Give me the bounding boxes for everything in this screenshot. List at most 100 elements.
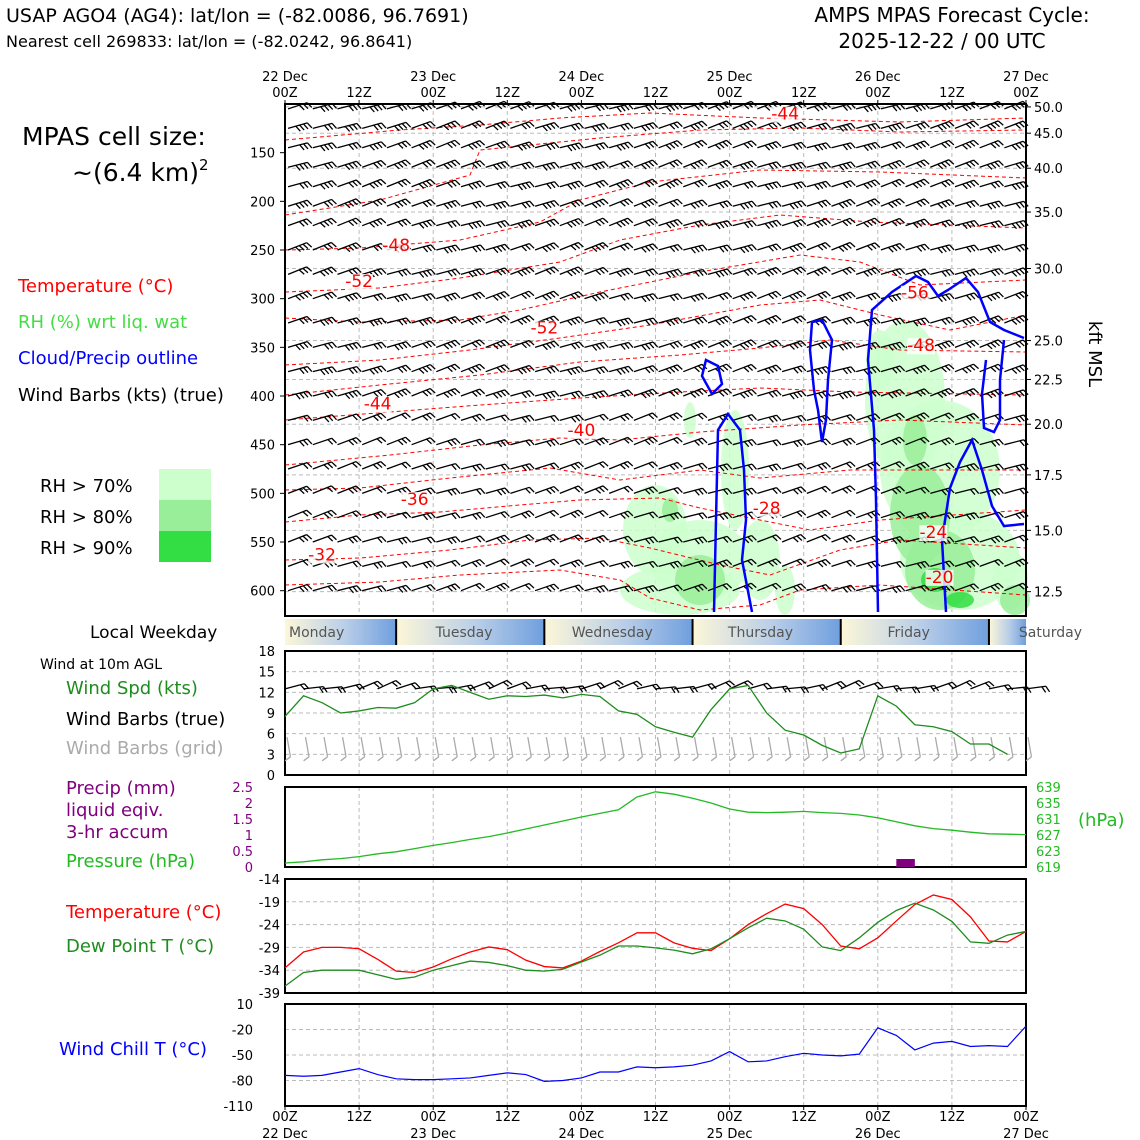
legend-precip-2: liquid eqiv. xyxy=(66,800,163,821)
wind-barb xyxy=(707,120,732,129)
wind-barb xyxy=(485,582,510,592)
wind-barb xyxy=(658,218,683,229)
wind-barb xyxy=(460,139,486,150)
wind-barb xyxy=(584,198,609,209)
wind-barb xyxy=(460,100,486,111)
wind-barb xyxy=(831,414,856,422)
top-date-label: 27 Dec xyxy=(1003,70,1049,85)
wind-barb xyxy=(559,414,585,423)
wind-barb xyxy=(287,340,313,351)
windchill-panel: -110 -80 -50 -20 10 xyxy=(223,998,1027,1115)
wind-barb xyxy=(312,316,338,327)
wind-barb xyxy=(312,241,337,251)
legend-wind-spd: Wind Spd (kts) xyxy=(66,678,198,699)
wind-barb-grid xyxy=(358,736,366,762)
wind-barb xyxy=(757,181,782,191)
wind-barb xyxy=(386,436,411,446)
wind-barb xyxy=(658,102,683,112)
wind-barb xyxy=(584,341,609,351)
wind-barb xyxy=(633,159,658,170)
wind-barb xyxy=(485,100,510,110)
wind-barb xyxy=(905,412,930,421)
wind-barb xyxy=(732,487,757,496)
wind-barb xyxy=(362,536,387,544)
wind-barb xyxy=(905,198,930,207)
wind-barb xyxy=(880,510,906,519)
wind-barb xyxy=(658,511,683,521)
wind-barb xyxy=(732,388,757,399)
wind-barb xyxy=(411,219,436,229)
wind-barb xyxy=(287,509,313,519)
wind-barb xyxy=(510,121,535,130)
wind-barb xyxy=(979,558,1004,567)
wind-barb xyxy=(707,179,733,190)
wind-barb xyxy=(362,560,387,569)
wind-barb xyxy=(732,582,757,592)
wind-barb xyxy=(361,388,387,398)
wind-barb xyxy=(608,179,634,189)
wind-barb xyxy=(609,341,634,350)
wind-barb-grid xyxy=(970,736,977,762)
wind-barb xyxy=(1004,100,1029,111)
wind-barb xyxy=(436,512,461,520)
wind-barb xyxy=(559,390,585,399)
wind-barb xyxy=(633,341,659,351)
wind-barb xyxy=(831,217,856,227)
temp-label-bg xyxy=(345,273,374,290)
wind-barb xyxy=(485,140,510,150)
wind-barb xyxy=(485,558,510,567)
wind-barb xyxy=(658,340,683,349)
wind-barb xyxy=(510,439,535,447)
wind-barb xyxy=(757,243,782,252)
wind-barb xyxy=(584,161,609,171)
wind-barb xyxy=(584,437,609,446)
precip-bar xyxy=(896,859,915,867)
wind-barb xyxy=(683,583,708,592)
wind-barb xyxy=(954,583,980,592)
wind-barb xyxy=(806,218,831,229)
temp-contour xyxy=(284,537,1027,576)
wind-barb xyxy=(905,159,930,168)
wind-barb xyxy=(683,139,708,149)
wind-barb xyxy=(608,436,634,446)
kft-tick-label: 40.0 xyxy=(1034,162,1063,177)
wind-barb xyxy=(930,387,955,398)
kft-tick-label: 50.0 xyxy=(1034,101,1063,116)
wind-barb xyxy=(781,438,807,448)
wind-barb xyxy=(732,244,757,254)
temp-label-bg xyxy=(752,500,781,517)
wind-barb xyxy=(337,198,362,209)
wind-barb xyxy=(287,142,313,151)
wind-barb xyxy=(806,365,832,376)
wind-barb xyxy=(510,242,535,252)
pressure-tick-label: 500 xyxy=(250,487,275,502)
wind-barb xyxy=(880,341,906,351)
wind-barb xyxy=(781,509,807,519)
wind-barb xyxy=(411,159,436,168)
cloud-outline xyxy=(700,358,724,397)
cell-size-label: MPAS cell size: xyxy=(22,122,206,151)
wind-barb xyxy=(534,583,560,592)
wind-barb xyxy=(559,534,584,543)
wind-barb-true xyxy=(1025,685,1051,693)
wind-barb-grid xyxy=(1025,736,1033,762)
wind-barb xyxy=(856,365,881,376)
top-time-label: 00Z xyxy=(1013,86,1039,101)
wind-barb xyxy=(485,290,510,301)
temperature-line xyxy=(284,894,1027,974)
cloud-outline xyxy=(712,411,754,613)
wind-barb xyxy=(337,122,362,132)
wind-barb xyxy=(559,161,585,170)
weekday-band xyxy=(285,619,397,645)
wind-barb xyxy=(658,317,683,327)
wind-barb xyxy=(658,461,683,471)
wind-barb xyxy=(460,291,486,301)
temp-label-bg xyxy=(400,492,429,509)
wind-barb xyxy=(707,512,733,521)
wind-barb xyxy=(781,266,807,275)
top-date-label: 23 Dec xyxy=(410,70,456,85)
temp-contour-label: -36 xyxy=(401,490,429,510)
wind-barb xyxy=(880,485,905,495)
wind-barb xyxy=(930,159,955,170)
top-time-label: 00Z xyxy=(420,86,446,101)
